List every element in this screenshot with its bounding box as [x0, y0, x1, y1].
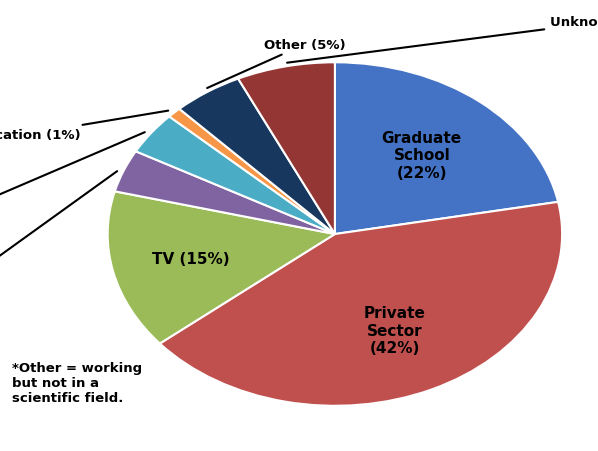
- Text: Other (5%): Other (5%): [207, 39, 346, 89]
- Wedge shape: [169, 110, 335, 235]
- Text: Education (1%): Education (1%): [0, 111, 168, 142]
- Text: Private
Sector
(42%): Private Sector (42%): [364, 306, 426, 355]
- Text: Unknown (7%): Unknown (7%): [287, 16, 598, 64]
- Wedge shape: [179, 79, 335, 235]
- Wedge shape: [115, 152, 335, 235]
- Text: Military
(4%): Military (4%): [0, 172, 117, 339]
- Text: TV (15%): TV (15%): [152, 251, 230, 266]
- Wedge shape: [108, 192, 335, 344]
- Text: Graduate
School
(22%): Graduate School (22%): [382, 130, 462, 180]
- Wedge shape: [238, 63, 335, 235]
- Wedge shape: [335, 63, 558, 235]
- Text: *Other = working
but not in a
scientific field.: *Other = working but not in a scientific…: [12, 361, 142, 404]
- Wedge shape: [160, 202, 562, 406]
- Wedge shape: [136, 117, 335, 235]
- Text: Gov’t (4%): Gov’t (4%): [0, 133, 145, 232]
